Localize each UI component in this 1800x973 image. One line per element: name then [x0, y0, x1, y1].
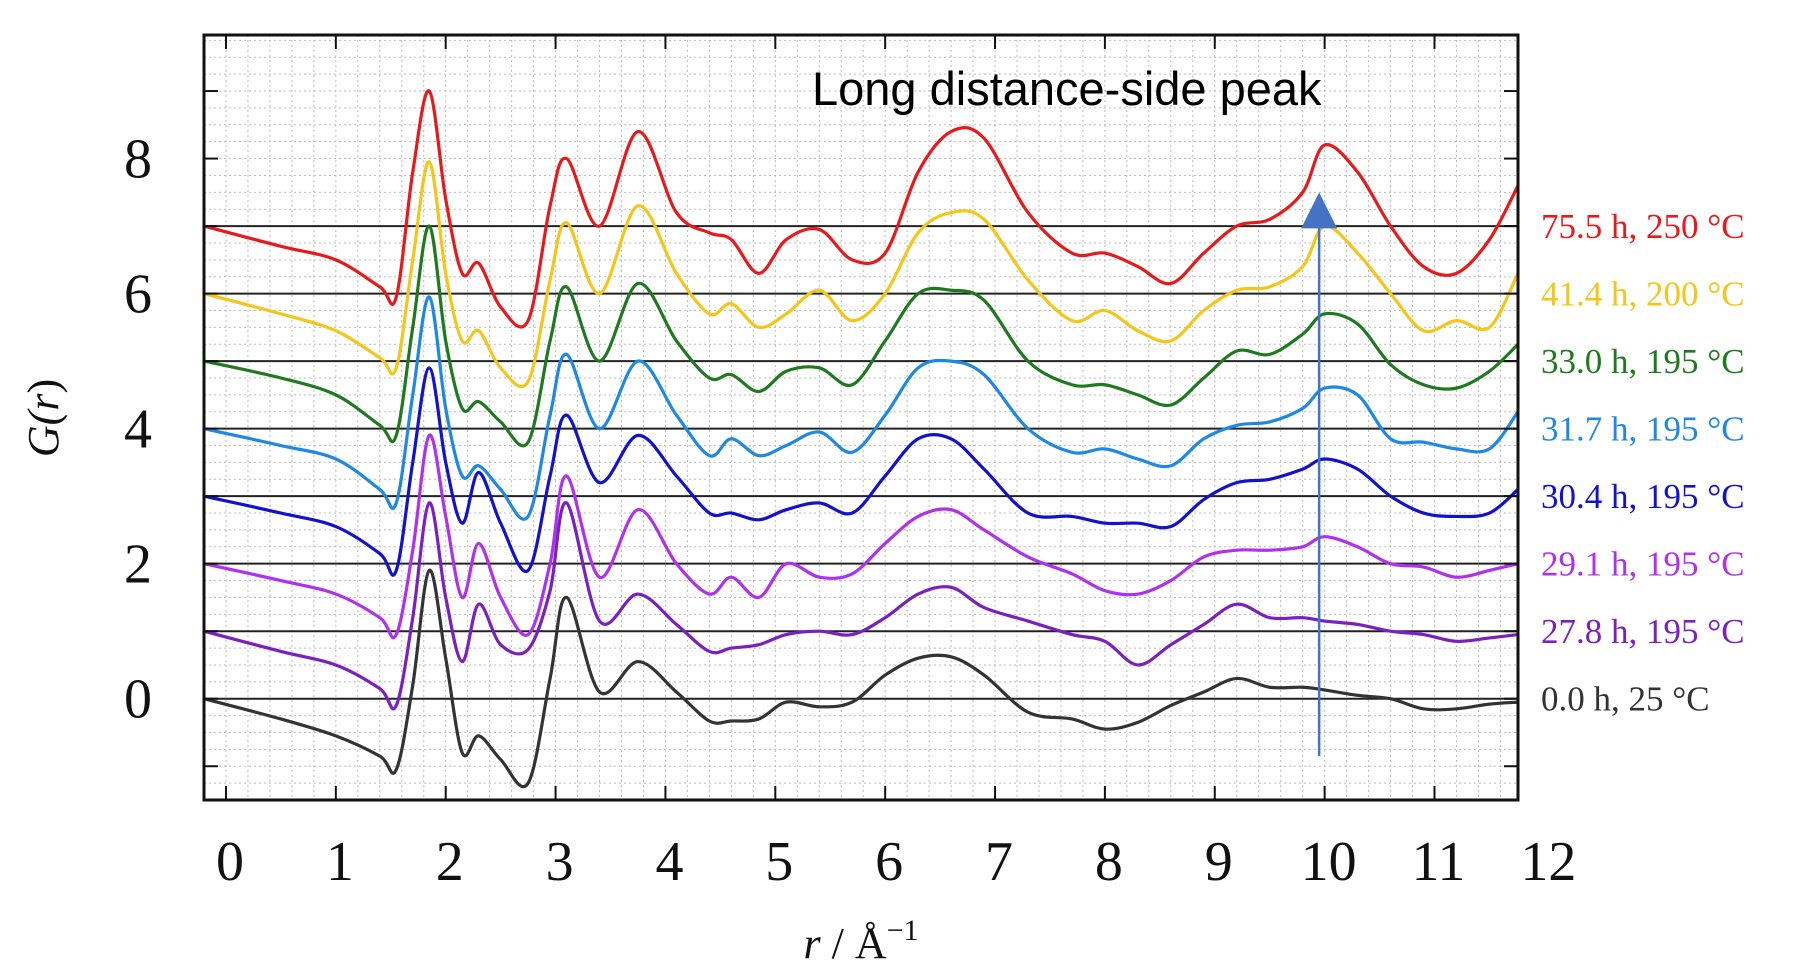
series-line — [203, 89, 1520, 329]
series-line — [203, 295, 1520, 521]
series-line — [203, 568, 1519, 788]
series-line — [203, 160, 1520, 389]
x-tick-label: 4 — [655, 831, 683, 893]
series-curves — [203, 89, 1520, 788]
annotation-label: Long distance-side peak — [812, 62, 1322, 115]
x-tick-label: 9 — [1205, 831, 1233, 893]
legend-label: 30.4 h, 195 °C — [1541, 477, 1745, 516]
legend-label: 31.7 h, 195 °C — [1541, 410, 1745, 449]
x-tick-label: 6 — [875, 831, 903, 893]
x-tick-label: 8 — [1095, 831, 1123, 893]
legend-label: 0.0 h, 25 °C — [1541, 680, 1710, 719]
y-tick-label: 0 — [124, 669, 152, 731]
legend: 75.5 h, 250 °C 41.4 h, 200 °C 33.0 h, 195 … — [1541, 207, 1745, 719]
y-tick-label: 2 — [124, 534, 152, 596]
x-tick-label: 7 — [985, 831, 1013, 893]
x-tick-label: 10 — [1301, 831, 1357, 893]
x-tick-label: 1 — [326, 831, 354, 893]
x-tick-label: 3 — [546, 831, 574, 893]
series-line — [203, 433, 1519, 640]
x-tick-label: 11 — [1412, 831, 1466, 893]
legend-label: 41.4 h, 200 °C — [1541, 275, 1745, 314]
x-axis-label: r / Å−1 — [803, 914, 918, 968]
y-tick-label: 8 — [124, 129, 152, 191]
legend-label: 29.1 h, 195 °C — [1541, 545, 1745, 584]
x-tick-label: 12 — [1520, 831, 1576, 893]
y-axis-label: G(r) — [19, 379, 68, 457]
legend-label: 75.5 h, 250 °C — [1541, 207, 1745, 246]
arrow-head-icon — [1301, 192, 1338, 229]
plot-frame — [202, 33, 1520, 802]
series-line — [203, 501, 1519, 711]
x-tick-labels: 0 1 2 3 4 5 6 7 8 9 10 11 12 — [216, 831, 1576, 893]
x-tick-label: 0 — [216, 831, 244, 893]
series-line — [203, 224, 1520, 448]
ticks — [204, 35, 1518, 800]
x-tick-label: 5 — [765, 831, 793, 893]
series-line — [203, 366, 1520, 577]
peak-arrow — [1301, 192, 1338, 757]
y-tick-label: 6 — [124, 264, 152, 326]
legend-label: 27.8 h, 195 °C — [1541, 612, 1745, 651]
legend-label: 33.0 h, 195 °C — [1541, 342, 1745, 381]
y-tick-labels: 0 2 4 6 8 — [124, 129, 152, 731]
x-tick-label: 2 — [436, 831, 464, 893]
y-tick-label: 4 — [124, 399, 152, 461]
